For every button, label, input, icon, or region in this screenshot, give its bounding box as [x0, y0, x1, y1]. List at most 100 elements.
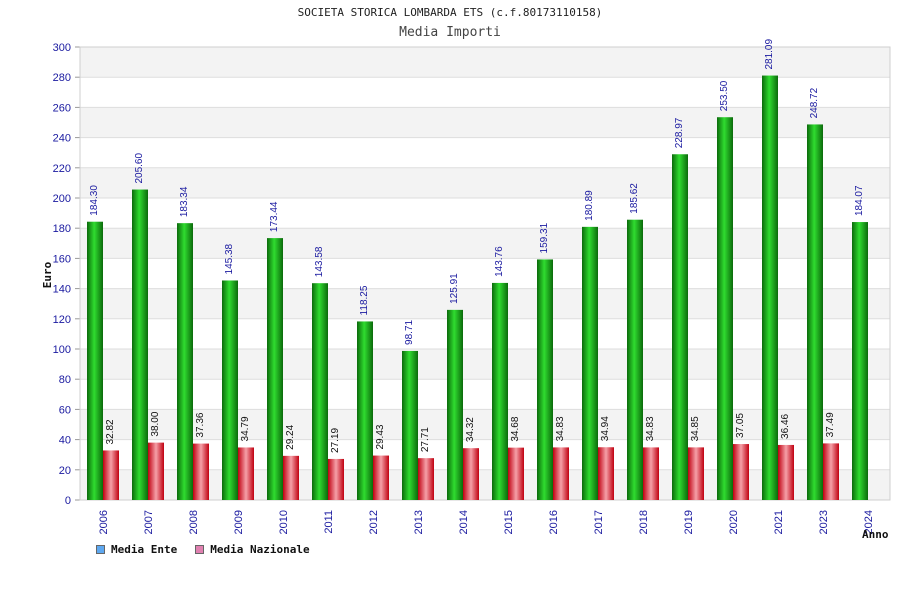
x-tick-label: 2008 [188, 510, 200, 534]
data-label-media-nazionale: 27.19 [330, 427, 341, 452]
bar-media-ente [717, 117, 733, 500]
x-tick-label: 2021 [773, 510, 785, 534]
legend-item-media-nazionale: Media Nazionale [195, 543, 310, 556]
bar-media-nazionale [283, 455, 299, 500]
bar-media-ente [447, 309, 463, 500]
data-label-media-ente: 125.91 [449, 273, 460, 304]
grid-band [80, 47, 890, 78]
x-tick-label: 2007 [143, 510, 155, 534]
x-tick-label: 2009 [233, 510, 245, 534]
y-tick-label: 20 [59, 465, 71, 477]
data-label-media-nazionale: 34.32 [465, 417, 476, 442]
x-tick-label: 2014 [458, 510, 470, 534]
x-tick-label: 2010 [278, 510, 290, 534]
data-label-media-nazionale: 34.83 [555, 416, 566, 441]
bar-media-nazionale [193, 443, 209, 500]
bar-media-ente [312, 283, 328, 500]
x-tick-label: 2011 [323, 510, 335, 534]
grid-band [80, 288, 890, 319]
data-label-media-ente: 180.89 [584, 190, 595, 221]
legend-label-media-nazionale: Media Nazionale [210, 543, 310, 556]
y-tick-label: 200 [53, 193, 71, 205]
bar-media-nazionale [598, 447, 614, 500]
bar-media-nazionale [508, 447, 524, 500]
x-axis-label: Anno [862, 528, 889, 541]
data-label-media-ente: 118.25 [359, 285, 370, 315]
x-tick-label: 2019 [683, 510, 695, 534]
data-label-media-nazionale: 29.24 [285, 424, 296, 449]
bar-media-ente [492, 282, 508, 500]
y-tick-label: 100 [53, 344, 71, 356]
bar-media-ente [672, 154, 688, 500]
data-label-media-nazionale: 34.85 [690, 416, 701, 441]
bar-media-nazionale [553, 447, 569, 500]
legend-item-media-ente: Media Ente [96, 543, 177, 556]
x-tick-label: 2017 [593, 510, 605, 534]
grid-band [80, 107, 890, 138]
bar-media-nazionale [328, 458, 344, 500]
y-tick-label: 60 [59, 404, 71, 416]
data-label-media-nazionale: 38.00 [150, 411, 161, 436]
y-tick-label: 180 [53, 223, 71, 235]
y-tick-label: 40 [59, 435, 71, 447]
data-label-media-ente: 173.44 [269, 201, 280, 232]
data-label-media-nazionale: 29.43 [375, 424, 386, 449]
y-tick-label: 280 [53, 72, 71, 84]
data-label-media-nazionale: 34.79 [240, 416, 251, 441]
bar-media-ente [762, 75, 778, 500]
bar-media-ente [402, 350, 418, 500]
x-tick-label: 2018 [638, 510, 650, 534]
legend-swatch-media-ente [96, 545, 105, 554]
data-label-media-nazionale: 34.68 [510, 416, 521, 441]
x-tick-label: 2016 [548, 510, 560, 534]
bar-media-ente [357, 321, 373, 500]
bar-media-ente [87, 221, 103, 500]
y-tick-label: 120 [53, 314, 71, 326]
data-label-media-ente: 183.34 [179, 186, 190, 217]
y-axis-label: Euro [41, 261, 54, 288]
grid-band [80, 409, 890, 440]
plot-frame [79, 46, 891, 501]
data-label-media-nazionale: 34.94 [600, 416, 611, 441]
bar-media-ente [177, 223, 193, 500]
bar-media-nazionale [643, 447, 659, 500]
grid-band [80, 228, 890, 259]
bar-media-ente [132, 189, 148, 500]
data-label-media-ente: 159.31 [539, 222, 550, 253]
legend-label-media-ente: Media Ente [111, 543, 178, 556]
bar-media-ente [222, 280, 238, 500]
data-label-media-ente: 205.60 [134, 153, 145, 184]
x-tick-label: 2015 [503, 510, 515, 534]
x-tick-label: 2013 [413, 510, 425, 534]
data-label-media-ente: 228.97 [674, 117, 685, 148]
y-tick-label: 220 [53, 163, 71, 175]
y-tick-label: 260 [53, 102, 71, 114]
x-tick-label: 2020 [728, 510, 740, 534]
y-tick-label: 240 [53, 133, 71, 145]
data-label-media-ente: 253.50 [719, 80, 730, 111]
bar-media-ente [537, 259, 553, 500]
data-label-media-ente: 184.07 [854, 185, 865, 216]
data-label-media-nazionale: 37.36 [195, 412, 206, 437]
data-label-media-ente: 185.62 [629, 183, 640, 214]
bar-media-ente [627, 219, 643, 500]
y-tick-label: 300 [53, 42, 71, 54]
legend-swatch-media-nazionale [195, 545, 205, 554]
y-tick-label: 0 [65, 495, 71, 507]
x-tick-label: 2012 [368, 510, 380, 534]
bar-media-nazionale [373, 455, 389, 500]
bar-media-ente [582, 226, 598, 501]
y-tick-label: 160 [53, 253, 71, 265]
bar-media-ente [267, 238, 283, 501]
data-label-media-nazionale: 34.83 [645, 416, 656, 441]
bar-media-nazionale [103, 450, 119, 500]
grid-band [80, 349, 890, 380]
data-label-media-nazionale: 36.46 [780, 413, 791, 438]
data-label-media-ente: 143.76 [494, 246, 505, 277]
data-label-media-ente: 281.09 [764, 39, 775, 70]
data-label-media-ente: 98.71 [404, 319, 415, 344]
data-label-media-nazionale: 37.05 [735, 413, 746, 438]
chart-title: SOCIETA STORICA LOMBARDA ETS (c.f.801731… [297, 6, 603, 19]
bar-media-nazionale [238, 447, 254, 500]
bar-media-nazionale [823, 443, 839, 500]
